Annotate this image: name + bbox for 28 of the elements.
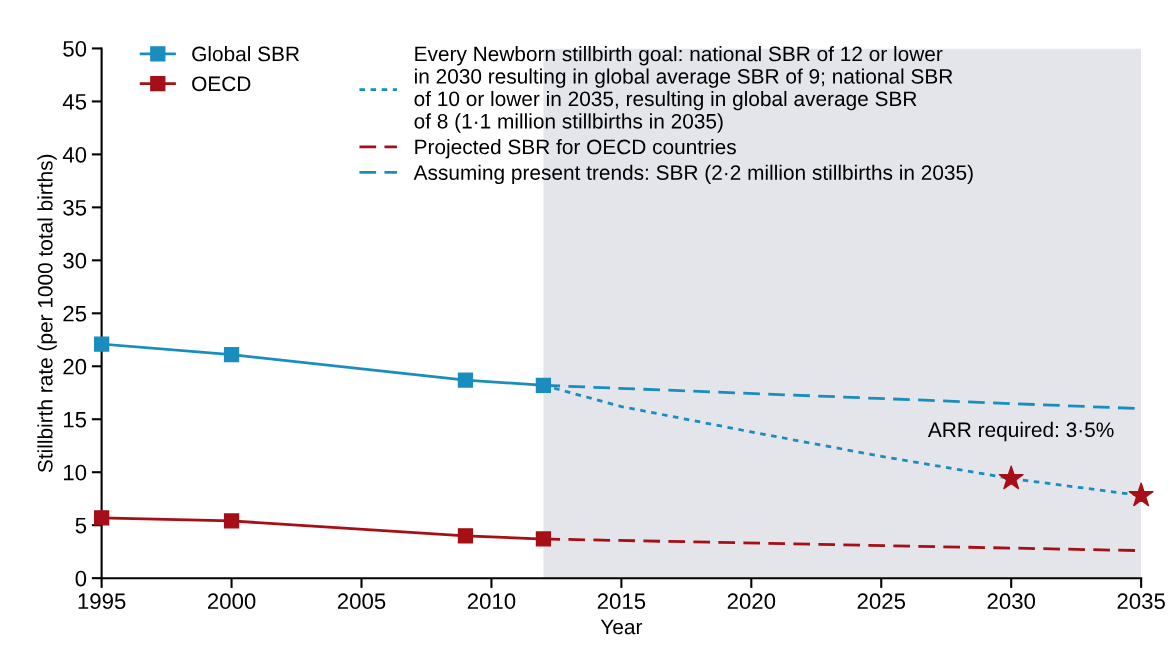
y-tick-label: 45 — [62, 94, 87, 110]
legend-label: Every Newborn stillbirth goal: national SBR of 12 or lower in 2030 resulting in global average SBR of 9; national SBR of 10 or lower in 2035, resulting in global average SBR of 8 (1·1 million stillbirths in 2035) — [414, 46, 953, 133]
y-tick-label: 40 — [62, 146, 87, 163]
x-tick-label: 2020 — [727, 593, 776, 610]
y-tick-label: 15 — [64, 412, 87, 428]
legend-label: Projected SBR for OECD countries — [415, 139, 736, 159]
x-tick-label: 2025 — [857, 593, 906, 610]
y-tick-label: 10 — [64, 464, 87, 481]
x-axis-title: Year — [600, 619, 643, 635]
x-tick-label: 1995 — [78, 593, 126, 610]
annotation: ARR required: 3·5% — [927, 421, 1114, 442]
legend-label: OECD — [192, 76, 251, 92]
y-tick-label: 5 — [75, 517, 87, 534]
y-tick-label: 50 — [63, 40, 87, 57]
x-tick-label: 2035 — [1117, 593, 1165, 610]
x-tick-label: 2030 — [987, 593, 1036, 610]
legend-label: Assuming present trends: SBR (2·2 million stillbirths in 2035) — [413, 164, 973, 185]
x-tick-label: 2010 — [467, 593, 516, 610]
y-tick-label: 35 — [63, 199, 87, 216]
x-tick-label: 2015 — [597, 593, 646, 610]
legend-label: Global SBR — [192, 46, 300, 62]
x-tick-label: 2000 — [207, 593, 256, 610]
y-axis-title: Stillbirth rate (per 1000 total births) — [37, 154, 57, 473]
y-tick-label: 20 — [63, 358, 87, 375]
x-tick-label: 2005 — [337, 593, 386, 610]
y-tick-label: 0 — [75, 570, 87, 587]
y-tick-label: 30 — [63, 252, 87, 269]
y-tick-label: 25 — [63, 305, 87, 322]
